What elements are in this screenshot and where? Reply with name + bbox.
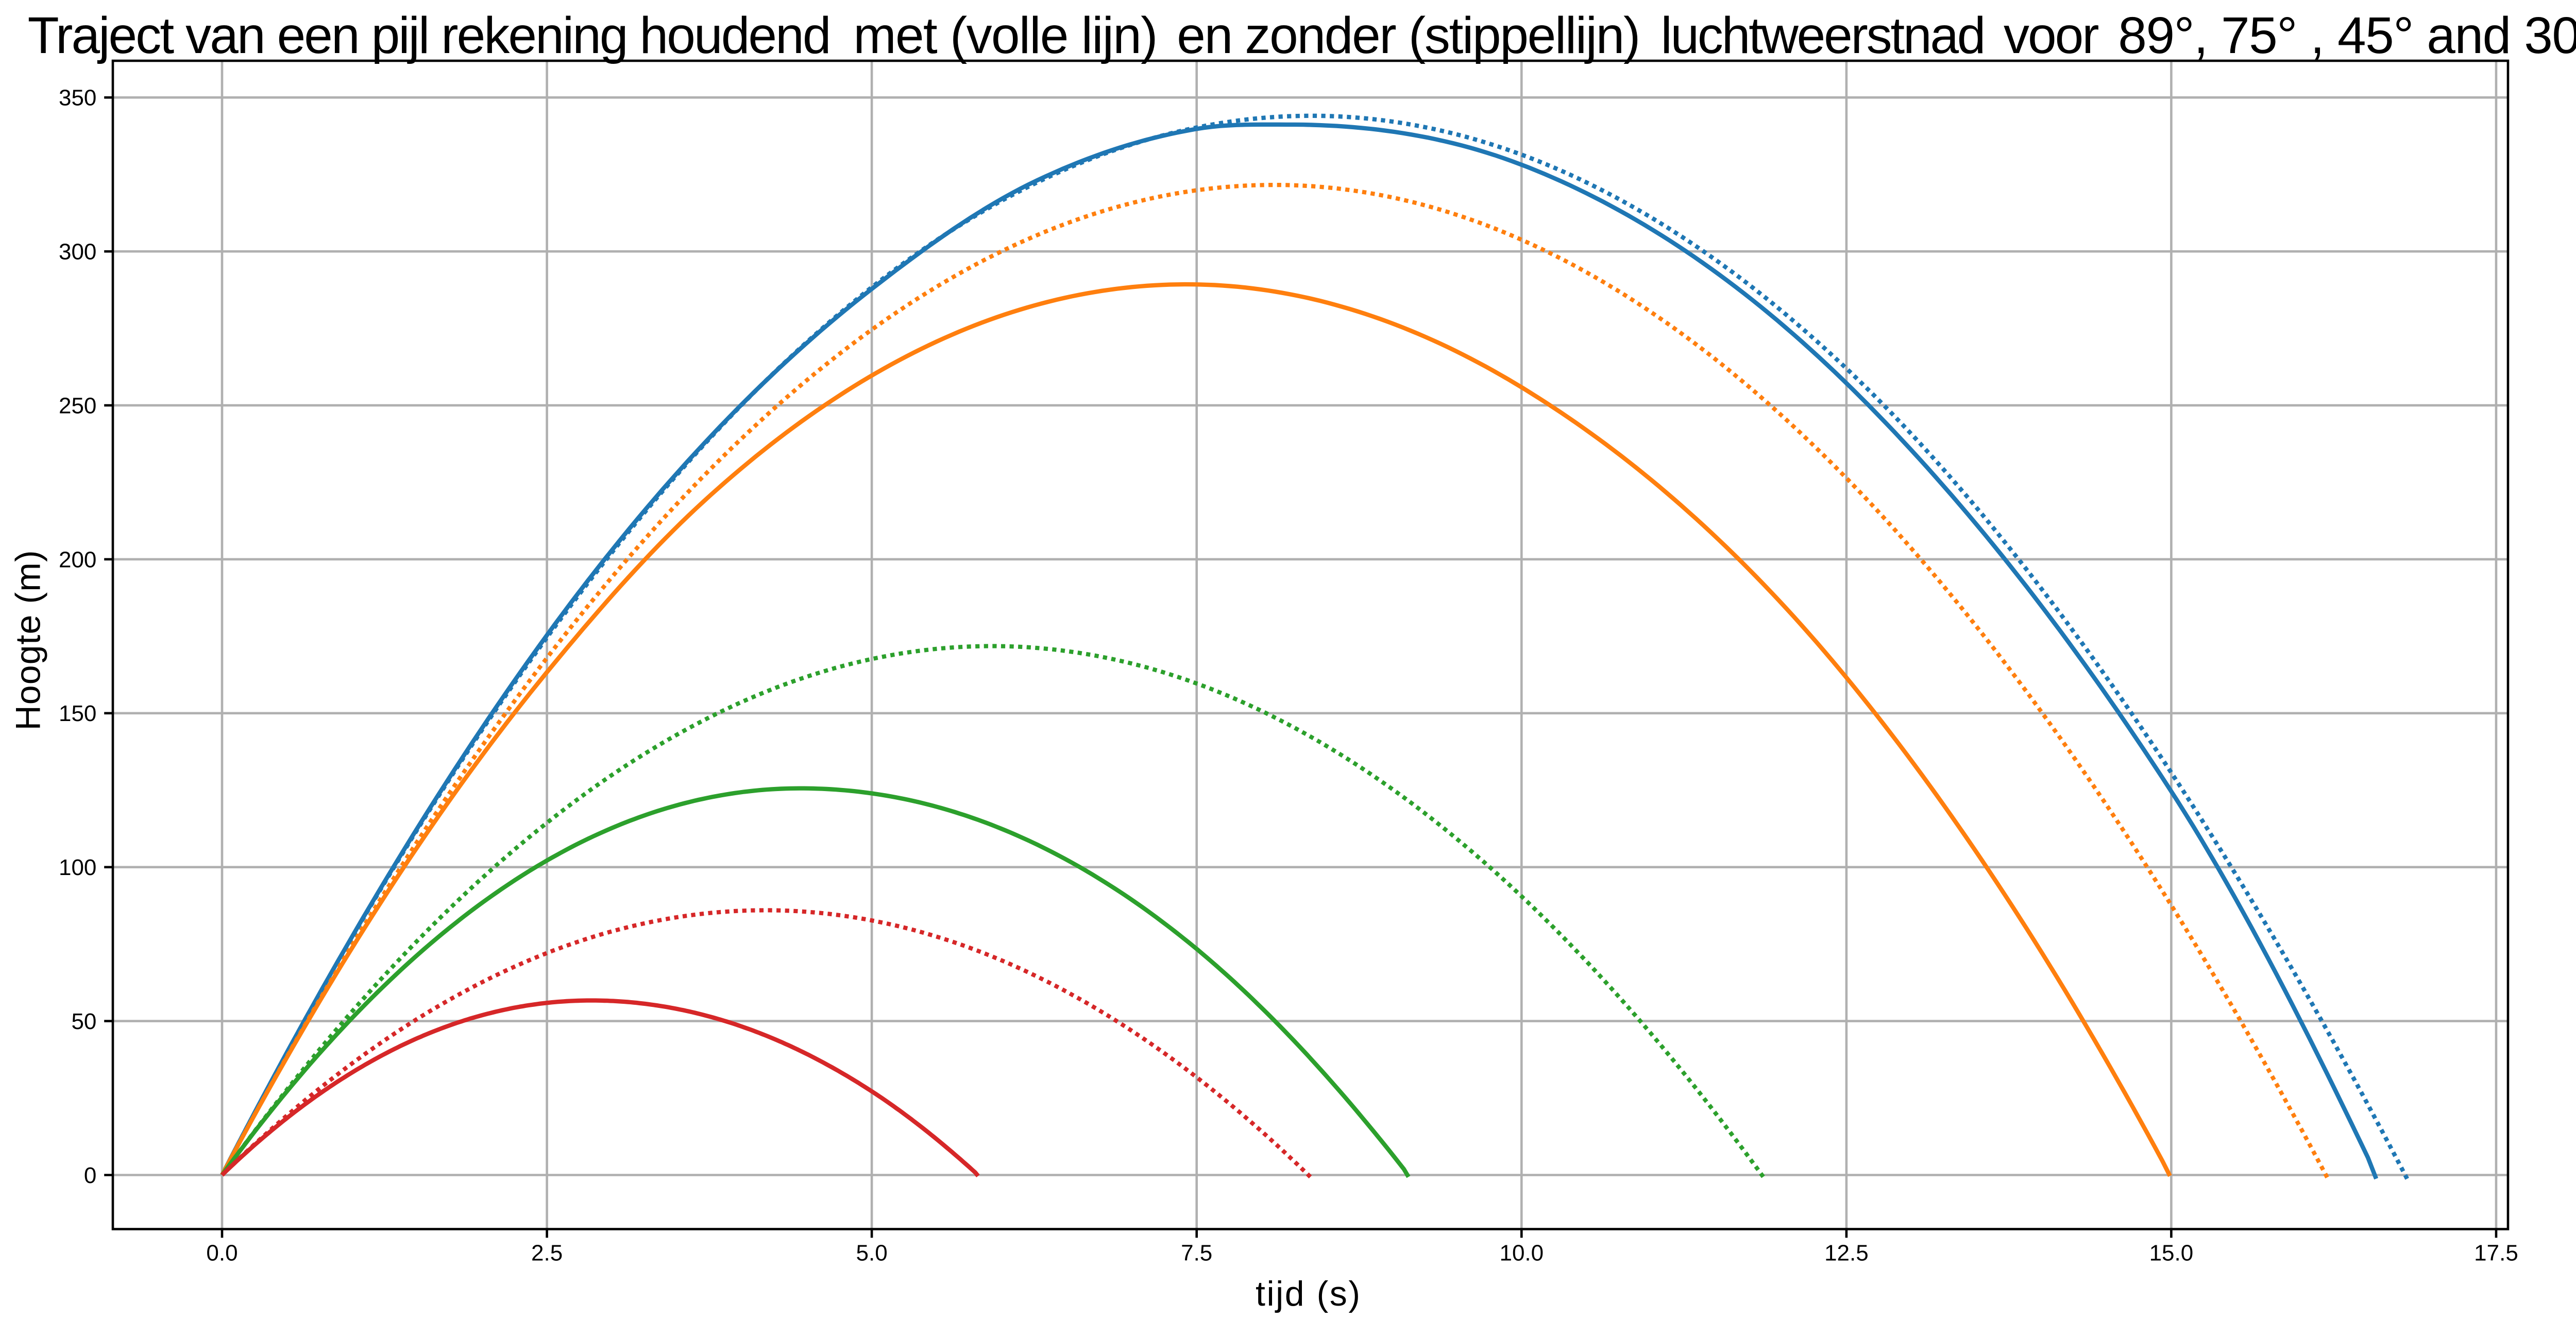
- svg-text:350: 350: [59, 85, 96, 111]
- svg-text:met (volle lijn): met (volle lijn): [853, 7, 1158, 64]
- svg-text:tijd (s): tijd (s): [1256, 1274, 1360, 1313]
- svg-text:en zonder (stippellijn): en zonder (stippellijn): [1177, 7, 1640, 64]
- svg-text:0.0: 0.0: [206, 1241, 238, 1266]
- svg-text:100: 100: [59, 855, 96, 880]
- svg-text:Traject van een pijl rekening: Traject van een pijl rekening houdend: [28, 7, 832, 64]
- svg-text:10.0: 10.0: [1499, 1241, 1544, 1266]
- svg-text:Hoogte (m): Hoogte (m): [9, 550, 48, 730]
- svg-text:luchtweerstnad: luchtweerstnad: [1661, 7, 1986, 64]
- svg-text:300: 300: [59, 239, 96, 265]
- svg-text:voor: voor: [2004, 7, 2099, 64]
- svg-text:250: 250: [59, 393, 96, 419]
- svg-text:17.5: 17.5: [2474, 1241, 2518, 1266]
- svg-text:7.5: 7.5: [1181, 1241, 1212, 1266]
- svg-text:200: 200: [59, 547, 96, 572]
- svg-text:150: 150: [59, 701, 96, 726]
- svg-text:0: 0: [84, 1163, 96, 1188]
- svg-text:2.5: 2.5: [531, 1241, 563, 1266]
- svg-text:15.0: 15.0: [2149, 1241, 2194, 1266]
- svg-text:5.0: 5.0: [856, 1241, 888, 1266]
- svg-text:12.5: 12.5: [1824, 1241, 1869, 1266]
- svg-text:89°, 75° , 45° and 30°: 89°, 75° , 45° and 30°: [2118, 7, 2576, 64]
- svg-text:50: 50: [71, 1009, 96, 1034]
